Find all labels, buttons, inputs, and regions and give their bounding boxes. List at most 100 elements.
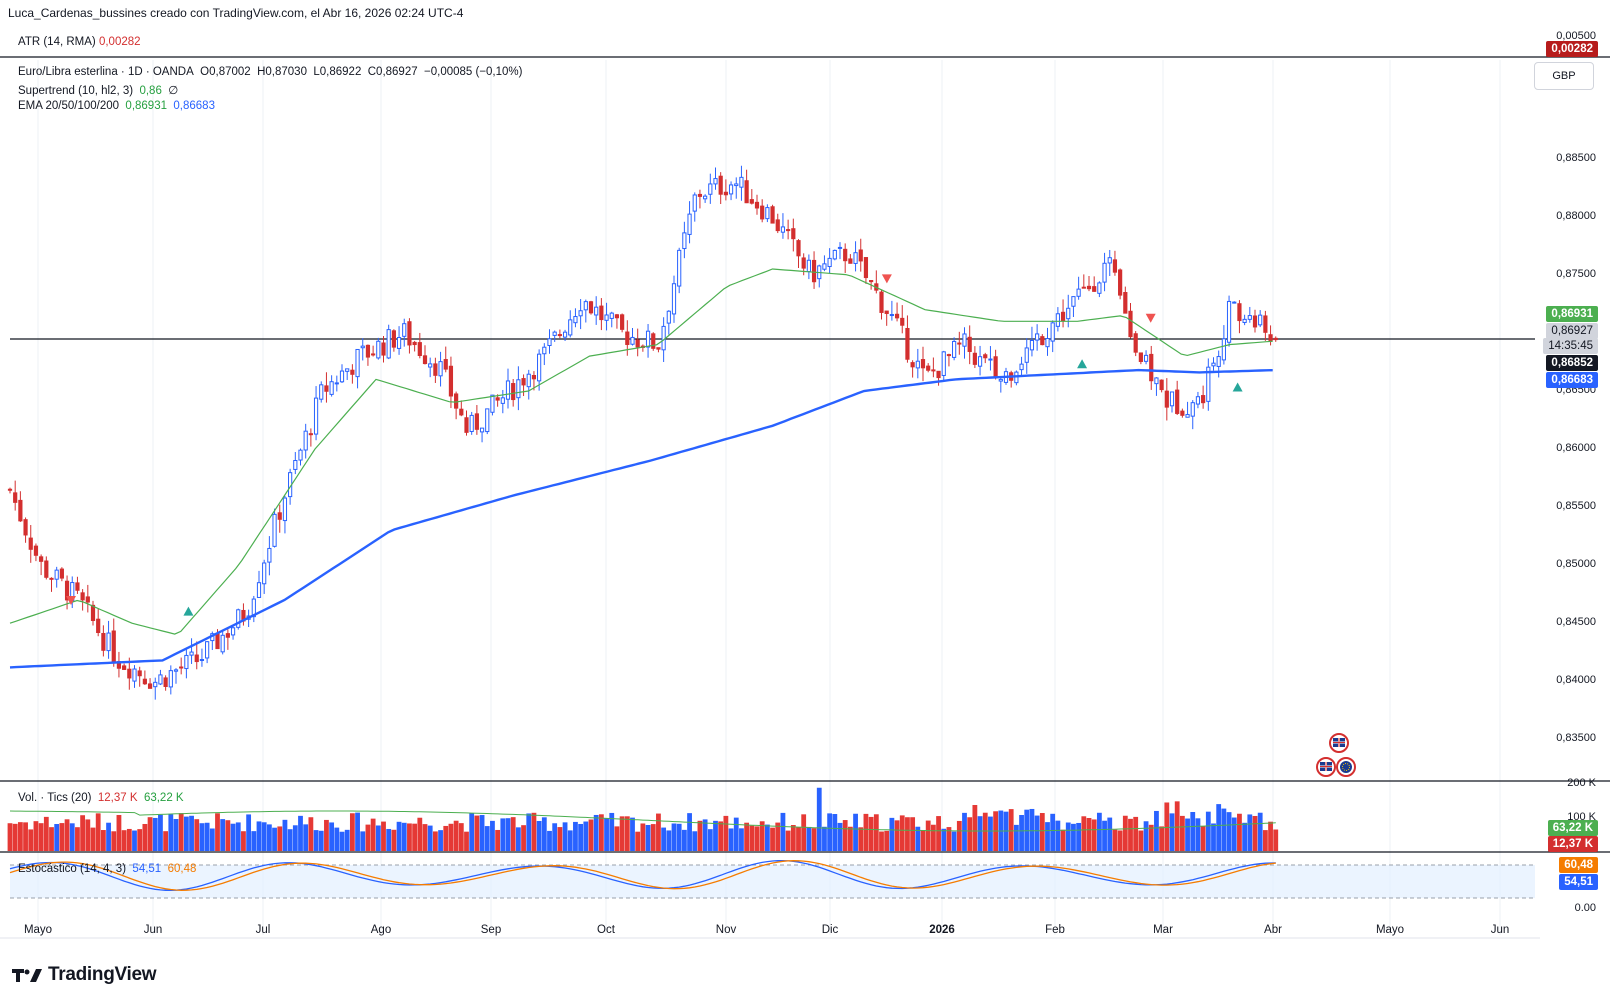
volume-bar bbox=[7, 823, 13, 851]
candle-body bbox=[1060, 311, 1066, 322]
candle-body bbox=[749, 199, 754, 204]
volume-bar bbox=[915, 826, 921, 851]
candle-body bbox=[1076, 288, 1081, 297]
volume-bar bbox=[1055, 820, 1061, 851]
candle-body bbox=[101, 632, 106, 651]
candle-body bbox=[59, 568, 64, 579]
volume-bar bbox=[443, 825, 449, 851]
volume-bar bbox=[635, 831, 641, 851]
last-price-tag: 0,86927 bbox=[1546, 323, 1598, 339]
volume-bar bbox=[142, 823, 148, 851]
candle-body bbox=[422, 355, 428, 365]
volume-bar bbox=[246, 814, 252, 851]
candle-body bbox=[194, 654, 199, 663]
volume-label: Vol. · Tics (20) bbox=[18, 792, 92, 804]
time-axis-tick: Jun bbox=[1490, 924, 1510, 936]
volume-bar bbox=[329, 822, 335, 851]
volume-bar bbox=[1237, 813, 1242, 851]
low-value: 0,86922 bbox=[319, 66, 362, 78]
volume-bar bbox=[962, 812, 967, 851]
volume-bar bbox=[811, 828, 817, 851]
volume-bar bbox=[884, 830, 890, 851]
supertrend-markers bbox=[66, 274, 1243, 616]
volume-bar bbox=[464, 831, 469, 851]
stoch-value-2: 60,48 bbox=[167, 863, 197, 875]
candle-body bbox=[168, 670, 173, 688]
price-axis-tick: 0,83500 bbox=[1556, 732, 1596, 745]
supertrend-buy-marker bbox=[1232, 382, 1243, 392]
stoch-d-line bbox=[9, 860, 1276, 891]
volume-bar bbox=[780, 812, 786, 851]
volume-bar bbox=[764, 824, 770, 851]
volume-bar bbox=[168, 814, 174, 851]
candle-body bbox=[1211, 362, 1216, 367]
candle-body bbox=[1175, 389, 1180, 414]
volume-bar bbox=[500, 818, 506, 851]
volume-bar bbox=[1148, 824, 1154, 851]
volume-bar bbox=[220, 819, 226, 851]
volume-bar bbox=[796, 827, 801, 851]
candle-body bbox=[1258, 314, 1263, 326]
candle-body bbox=[282, 497, 288, 522]
candle-body bbox=[293, 460, 298, 470]
price-axis-tick: 0,88500 bbox=[1556, 151, 1596, 164]
volume-bar bbox=[567, 830, 573, 851]
volume-bar bbox=[759, 821, 765, 851]
candle-body bbox=[915, 360, 920, 369]
candle-body bbox=[485, 408, 490, 433]
candle-body bbox=[417, 342, 422, 357]
volume-value-2: 63,22 K bbox=[143, 792, 184, 804]
candle-body bbox=[682, 232, 687, 250]
volume-bar bbox=[868, 816, 874, 851]
candle-body bbox=[173, 669, 179, 672]
volume-bar bbox=[728, 828, 734, 851]
change-value: −0,00085 (−0,10%) bbox=[424, 66, 523, 78]
volume-bar bbox=[656, 813, 661, 851]
volume-bar bbox=[785, 830, 791, 851]
currency-button[interactable]: GBP bbox=[1534, 62, 1594, 90]
volume-bar bbox=[17, 822, 23, 851]
candle-body bbox=[163, 677, 168, 687]
candle-body bbox=[905, 327, 910, 360]
candle-body bbox=[936, 370, 941, 379]
vertical-grid bbox=[37, 60, 1501, 935]
price-axis-tick: 0,84000 bbox=[1556, 674, 1596, 687]
brand-name: TradingView bbox=[48, 964, 157, 985]
volume-bar bbox=[707, 829, 713, 851]
stoch-axis-zero: 0.00 bbox=[1574, 902, 1596, 914]
candle-body bbox=[1226, 300, 1232, 343]
volume-bars bbox=[7, 787, 1279, 851]
volume-bar bbox=[879, 831, 884, 851]
volume-legend: Vol. · Tics (20) 12,37 K 63,22 K bbox=[18, 792, 184, 804]
volume-bar bbox=[1247, 814, 1253, 851]
time-axis-tick: Oct bbox=[597, 924, 615, 936]
volume-bar bbox=[858, 827, 864, 851]
candle-body bbox=[122, 665, 127, 670]
price-axis-tick: 0,85000 bbox=[1556, 558, 1596, 571]
time-axis-tick: Feb bbox=[1045, 924, 1065, 936]
candle-body bbox=[412, 341, 417, 346]
volume-bar bbox=[1045, 822, 1050, 851]
volume-bar bbox=[583, 821, 589, 851]
candle-body bbox=[931, 369, 936, 372]
candle-body bbox=[319, 384, 324, 400]
volume-bar bbox=[1060, 829, 1066, 851]
volume-bar bbox=[676, 823, 682, 851]
volume-bar bbox=[1205, 811, 1211, 851]
volume-bar bbox=[432, 831, 438, 851]
candle-body bbox=[511, 383, 516, 401]
candle-body bbox=[993, 356, 998, 379]
candle-body bbox=[90, 604, 96, 621]
volume-bar bbox=[1071, 823, 1076, 851]
candle-body bbox=[111, 630, 116, 664]
candle-body bbox=[583, 301, 588, 311]
tradingview-logo[interactable]: TradingView bbox=[12, 964, 157, 986]
volume-bar bbox=[977, 816, 983, 851]
candle-body bbox=[142, 678, 147, 685]
volume-bar bbox=[126, 828, 132, 851]
candle-body bbox=[739, 176, 744, 188]
volume-bar bbox=[790, 825, 796, 851]
volume-bar bbox=[80, 815, 86, 851]
candle-body bbox=[1081, 286, 1086, 289]
